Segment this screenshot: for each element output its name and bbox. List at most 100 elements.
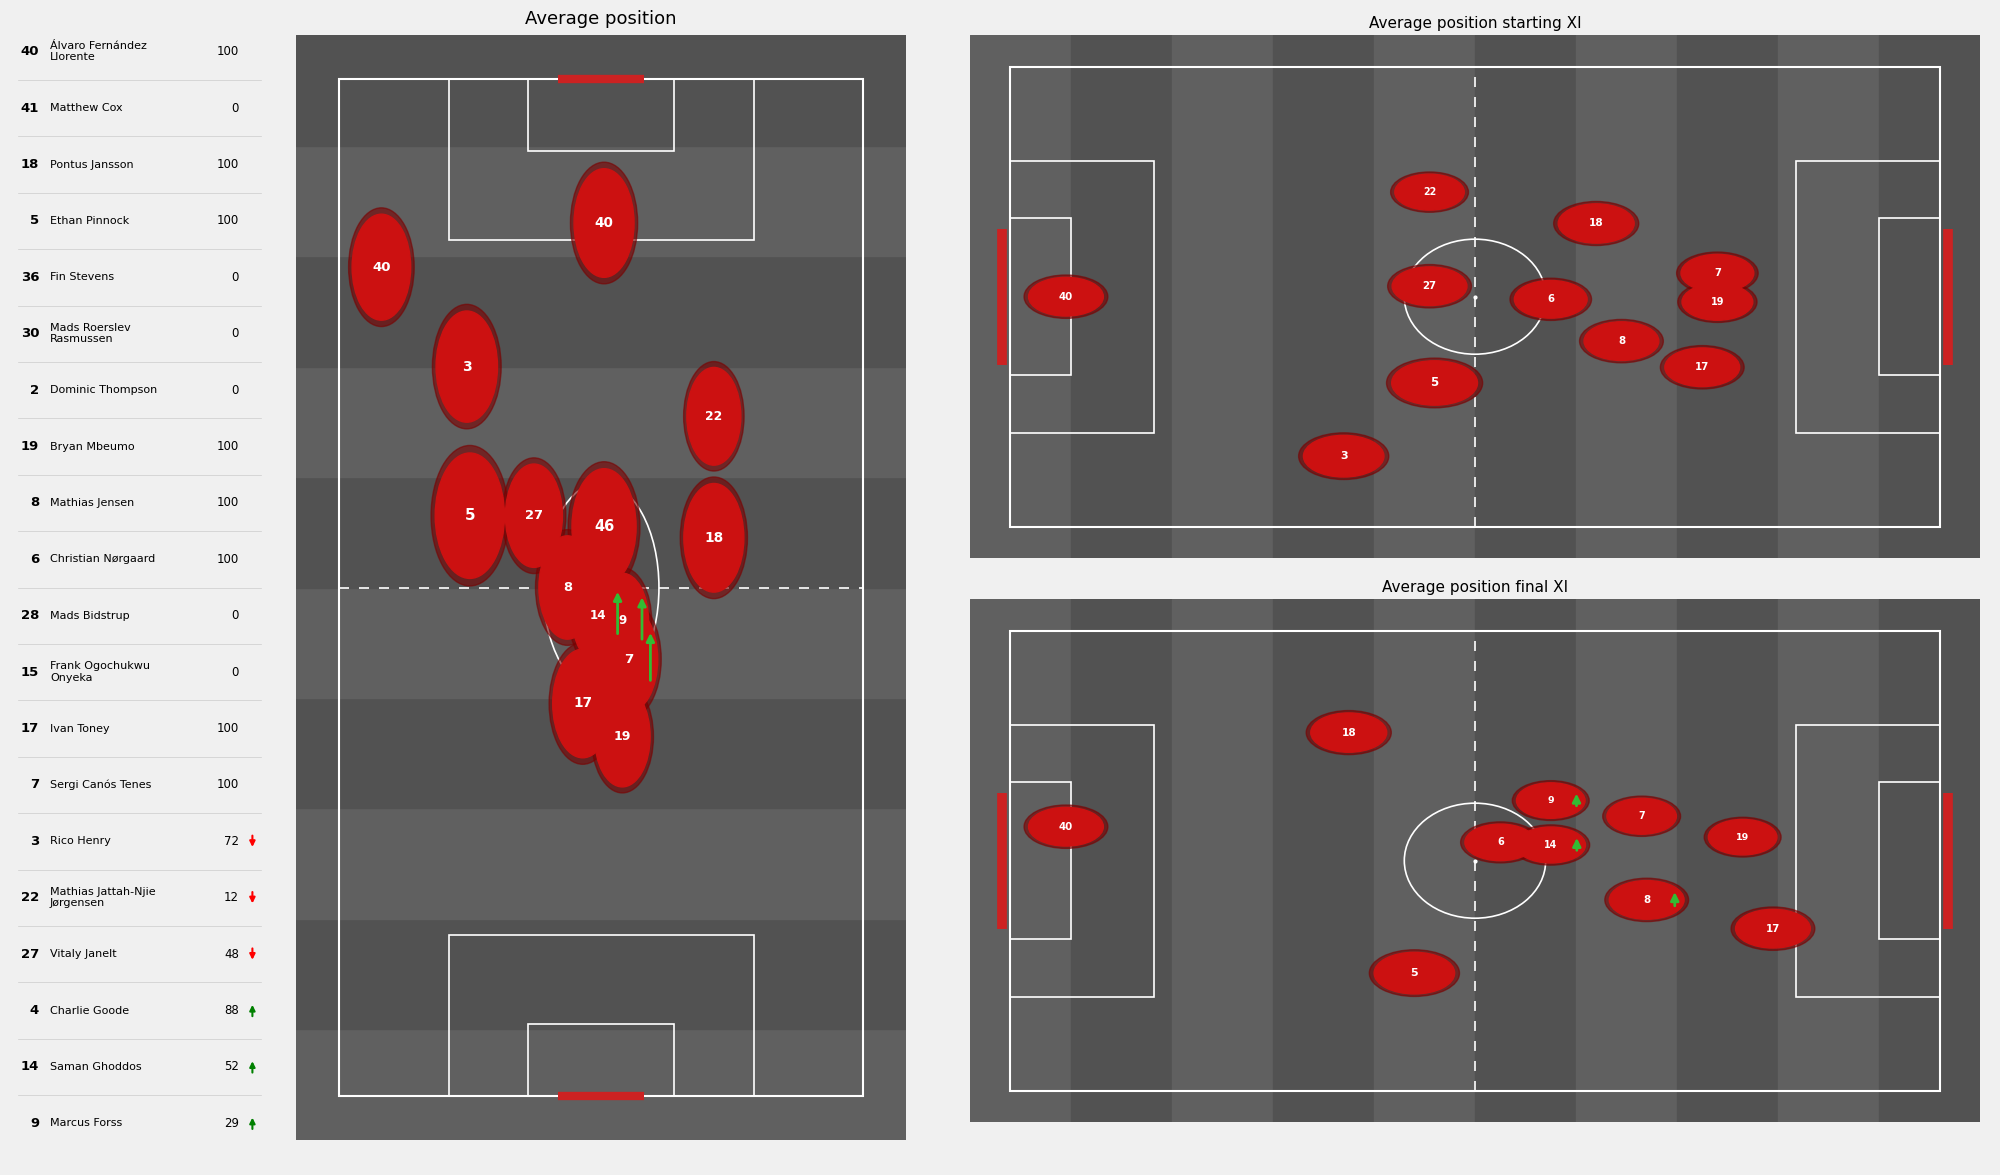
Text: 29: 29 xyxy=(224,1116,238,1130)
Text: 15: 15 xyxy=(20,665,40,679)
Title: Average position: Average position xyxy=(526,11,676,28)
Text: 100: 100 xyxy=(216,552,238,566)
Circle shape xyxy=(1028,807,1104,846)
Text: Álvaro Fernández
Llorente: Álvaro Fernández Llorente xyxy=(50,41,146,62)
Text: 27: 27 xyxy=(20,947,40,961)
Text: 5: 5 xyxy=(1430,376,1438,389)
Text: 9: 9 xyxy=(1548,795,1554,805)
Circle shape xyxy=(1306,711,1392,754)
Bar xyxy=(296,477,906,588)
Text: Matthew Cox: Matthew Cox xyxy=(50,103,122,113)
Text: Frank Ogochukwu
Onyeka: Frank Ogochukwu Onyeka xyxy=(50,662,150,683)
Circle shape xyxy=(572,568,624,663)
Circle shape xyxy=(1370,949,1460,996)
Circle shape xyxy=(600,606,658,712)
Circle shape xyxy=(1388,264,1472,308)
Bar xyxy=(970,35,1072,558)
Text: 40: 40 xyxy=(1058,291,1074,302)
Circle shape xyxy=(1554,201,1638,246)
Text: 19: 19 xyxy=(614,730,632,743)
Text: Bryan Mbeumo: Bryan Mbeumo xyxy=(50,442,134,451)
Circle shape xyxy=(596,573,648,669)
Text: 7: 7 xyxy=(30,778,40,792)
Text: 48: 48 xyxy=(224,947,238,961)
Text: 14: 14 xyxy=(20,1060,40,1074)
Text: 100: 100 xyxy=(216,45,238,59)
Bar xyxy=(1796,161,1940,432)
Bar xyxy=(296,35,906,146)
Text: 8: 8 xyxy=(1644,895,1650,905)
Bar xyxy=(1796,725,1940,996)
Bar xyxy=(1880,783,1940,939)
Bar xyxy=(528,1023,674,1095)
Bar xyxy=(1072,599,1172,1122)
Text: 5: 5 xyxy=(464,509,476,523)
Text: 46: 46 xyxy=(594,519,614,535)
Circle shape xyxy=(1392,361,1478,405)
Text: 0: 0 xyxy=(232,665,238,679)
Bar xyxy=(1576,35,1676,558)
Circle shape xyxy=(1558,203,1634,243)
Circle shape xyxy=(1516,827,1586,862)
Text: 40: 40 xyxy=(372,261,390,274)
Text: 18: 18 xyxy=(1588,219,1604,228)
Circle shape xyxy=(550,643,616,764)
Text: 18: 18 xyxy=(20,157,40,172)
Circle shape xyxy=(1386,358,1482,408)
Bar xyxy=(296,919,906,1029)
Circle shape xyxy=(352,214,410,321)
Circle shape xyxy=(592,680,654,793)
Text: 19: 19 xyxy=(20,439,40,454)
Text: 100: 100 xyxy=(216,496,238,510)
Text: 3: 3 xyxy=(462,360,472,374)
Circle shape xyxy=(1732,907,1814,951)
Text: 28: 28 xyxy=(20,609,40,623)
Text: 17: 17 xyxy=(1766,924,1780,934)
Text: Mathias Jensen: Mathias Jensen xyxy=(50,498,134,508)
Circle shape xyxy=(1374,952,1454,994)
Circle shape xyxy=(1298,432,1388,479)
Circle shape xyxy=(1512,825,1590,865)
Bar xyxy=(296,1029,906,1140)
Text: 100: 100 xyxy=(216,439,238,454)
Circle shape xyxy=(1580,320,1664,363)
Title: Average position starting XI: Average position starting XI xyxy=(1368,16,1582,32)
Text: 0: 0 xyxy=(232,270,238,284)
Bar xyxy=(1010,631,1940,1090)
Bar xyxy=(338,80,864,1095)
Text: Mads Bidstrup: Mads Bidstrup xyxy=(50,611,130,620)
Text: 8: 8 xyxy=(30,496,40,510)
Text: 41: 41 xyxy=(20,101,40,115)
Title: Average position final XI: Average position final XI xyxy=(1382,580,1568,596)
Circle shape xyxy=(1708,819,1776,855)
Text: 7: 7 xyxy=(624,653,634,666)
Circle shape xyxy=(680,477,748,598)
Text: 30: 30 xyxy=(20,327,40,341)
Text: 0: 0 xyxy=(232,101,238,115)
Circle shape xyxy=(1602,797,1680,837)
Text: 5: 5 xyxy=(1410,968,1418,978)
Text: 17: 17 xyxy=(574,697,592,711)
Circle shape xyxy=(538,536,596,639)
Bar xyxy=(296,256,906,367)
Circle shape xyxy=(568,462,640,592)
Bar xyxy=(1274,599,1374,1122)
Circle shape xyxy=(1304,435,1384,477)
Text: 22: 22 xyxy=(20,891,40,905)
Text: Ivan Toney: Ivan Toney xyxy=(50,724,110,733)
Text: 36: 36 xyxy=(20,270,40,284)
Circle shape xyxy=(1514,281,1588,318)
Circle shape xyxy=(1604,878,1688,921)
Text: Saman Ghoddos: Saman Ghoddos xyxy=(50,1062,142,1072)
Circle shape xyxy=(502,458,566,573)
Text: 19: 19 xyxy=(1710,297,1724,307)
Bar xyxy=(1010,161,1154,432)
Circle shape xyxy=(574,169,634,277)
Bar xyxy=(1576,599,1676,1122)
Text: 18: 18 xyxy=(1342,727,1356,738)
Circle shape xyxy=(594,568,652,673)
Circle shape xyxy=(1664,348,1740,387)
Bar xyxy=(296,146,906,256)
Text: 14: 14 xyxy=(1544,840,1558,850)
Text: Sergi Canós Tenes: Sergi Canós Tenes xyxy=(50,780,152,790)
